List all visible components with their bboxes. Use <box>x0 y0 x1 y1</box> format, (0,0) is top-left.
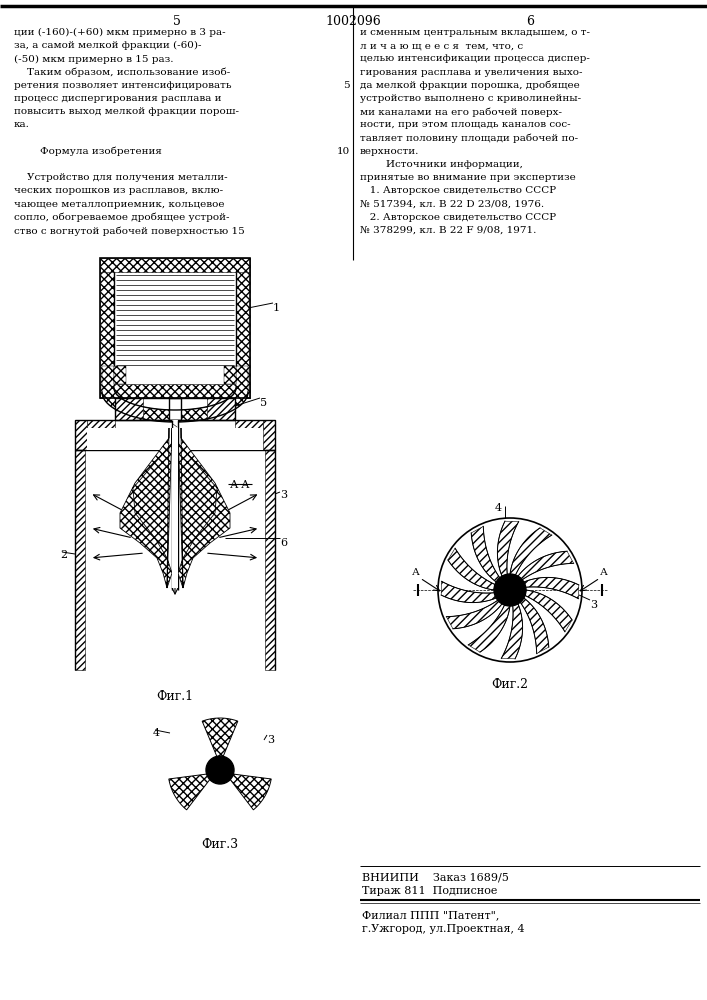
Polygon shape <box>524 577 579 599</box>
Text: 5: 5 <box>260 398 267 408</box>
Polygon shape <box>236 258 250 398</box>
Text: 5: 5 <box>173 15 181 28</box>
Polygon shape <box>468 605 510 652</box>
Text: А: А <box>600 568 608 577</box>
Text: А: А <box>412 568 420 577</box>
Polygon shape <box>172 420 178 590</box>
Text: Фиг.1: Фиг.1 <box>156 690 194 703</box>
Polygon shape <box>520 598 549 654</box>
Text: за, а самой мелкой фракции (-60)-: за, а самой мелкой фракции (-60)- <box>14 41 201 50</box>
Polygon shape <box>169 398 181 420</box>
Polygon shape <box>525 590 572 632</box>
Text: принятые во внимание при экспертизе: принятые во внимание при экспертизе <box>360 173 575 182</box>
Polygon shape <box>102 366 248 422</box>
Text: Фиг.3: Фиг.3 <box>201 838 238 851</box>
Text: (-50) мкм примерно в 15 раз.: (-50) мкм примерно в 15 раз. <box>14 54 173 64</box>
Circle shape <box>504 584 516 596</box>
Polygon shape <box>501 604 522 659</box>
Text: Формула изобретения: Формула изобретения <box>14 147 162 156</box>
Polygon shape <box>471 526 500 582</box>
Polygon shape <box>120 428 172 588</box>
Text: 10: 10 <box>337 147 350 156</box>
Polygon shape <box>172 428 178 588</box>
Text: устройство выполнено с криволинейны-: устройство выполнено с криволинейны- <box>360 94 581 103</box>
Text: повысить выход мелкой фракции порош-: повысить выход мелкой фракции порош- <box>14 107 239 116</box>
Polygon shape <box>202 718 238 758</box>
Polygon shape <box>235 420 263 428</box>
Polygon shape <box>169 774 211 810</box>
Text: л и ч а ю щ е е с я  тем, что, с: л и ч а ю щ е е с я тем, что, с <box>360 41 523 50</box>
Text: № 378299, кл. В 22 F 9/08, 1971.: № 378299, кл. В 22 F 9/08, 1971. <box>360 226 537 235</box>
Text: сопло, обогреваемое дробящее устрой-: сопло, обогреваемое дробящее устрой- <box>14 213 230 222</box>
Text: ка.: ка. <box>14 120 30 129</box>
Text: 1002096: 1002096 <box>325 15 381 28</box>
Text: и сменным центральным вкладышем, о т-: и сменным центральным вкладышем, о т- <box>360 28 590 37</box>
Text: 1. Авторское свидетельство СССР: 1. Авторское свидетельство СССР <box>360 186 556 195</box>
Text: ВНИИПИ    Заказ 1689/5: ВНИИПИ Заказ 1689/5 <box>362 872 509 882</box>
Polygon shape <box>229 774 271 810</box>
Polygon shape <box>518 551 573 580</box>
Text: ции (-160)-(+60) мкм примерно в 3 ра-: ции (-160)-(+60) мкм примерно в 3 ра- <box>14 28 226 37</box>
Text: Источники информации,: Источники информации, <box>360 160 523 169</box>
Text: 4: 4 <box>153 728 160 738</box>
Text: ретения позволяет интенсифицировать: ретения позволяет интенсифицировать <box>14 81 231 90</box>
Text: г.Ужгород, ул.Проектная, 4: г.Ужгород, ул.Проектная, 4 <box>362 924 525 934</box>
Text: целью интенсификации процесса диспер-: целью интенсификации процесса диспер- <box>360 54 590 63</box>
Polygon shape <box>87 428 263 450</box>
Polygon shape <box>510 528 551 575</box>
Text: тавляет половину площади рабочей по-: тавляет половину площади рабочей по- <box>360 134 578 143</box>
Text: гирования расплава и увеличения выхо-: гирования расплава и увеличения выхо- <box>360 68 583 77</box>
Polygon shape <box>446 600 502 629</box>
Polygon shape <box>498 521 519 576</box>
Polygon shape <box>115 398 143 420</box>
Text: 3: 3 <box>280 490 287 500</box>
Text: да мелкой фракции порошка, дробящее: да мелкой фракции порошка, дробящее <box>360 81 580 90</box>
Polygon shape <box>448 548 495 590</box>
Text: Таким образом, использование изоб-: Таким образом, использование изоб- <box>14 68 230 77</box>
Text: А-А: А-А <box>230 480 250 490</box>
Text: ности, при этом площадь каналов сос-: ности, при этом площадь каналов сос- <box>360 120 571 129</box>
Polygon shape <box>441 581 496 603</box>
Polygon shape <box>263 420 275 450</box>
Polygon shape <box>100 258 114 398</box>
Polygon shape <box>207 398 235 420</box>
Circle shape <box>206 756 234 784</box>
Text: чающее металлоприемник, кольцевое: чающее металлоприемник, кольцевое <box>14 200 225 209</box>
Polygon shape <box>224 366 236 384</box>
Text: 3: 3 <box>590 600 597 610</box>
Polygon shape <box>178 428 230 588</box>
Text: Устройство для получения металли-: Устройство для получения металли- <box>14 173 228 182</box>
Polygon shape <box>114 366 126 384</box>
Polygon shape <box>75 450 85 670</box>
Text: 4: 4 <box>495 503 502 513</box>
Circle shape <box>507 587 513 593</box>
Text: процесс диспергирования расплава и: процесс диспергирования расплава и <box>14 94 221 103</box>
Text: № 517394, кл. В 22 D 23/08, 1976.: № 517394, кл. В 22 D 23/08, 1976. <box>360 200 544 209</box>
Text: ческих порошков из расплавов, вклю-: ческих порошков из расплавов, вклю- <box>14 186 223 195</box>
Text: 3: 3 <box>267 735 274 745</box>
Text: Филиал ППП "Патент",: Филиал ППП "Патент", <box>362 910 499 920</box>
Polygon shape <box>100 384 250 398</box>
Text: 6: 6 <box>280 538 287 548</box>
Text: ство с вогнутой рабочей поверхностью 15: ство с вогнутой рабочей поверхностью 15 <box>14 226 245 235</box>
Polygon shape <box>100 258 250 272</box>
Text: 2. Авторское свидетельство СССР: 2. Авторское свидетельство СССР <box>360 213 556 222</box>
Circle shape <box>216 766 224 774</box>
Polygon shape <box>87 420 115 428</box>
Circle shape <box>494 574 526 606</box>
Text: 2: 2 <box>60 550 67 560</box>
Polygon shape <box>75 420 87 450</box>
Text: верхности.: верхности. <box>360 147 419 156</box>
Text: 5: 5 <box>344 81 350 90</box>
Text: Фиг.2: Фиг.2 <box>491 678 529 691</box>
Text: 1: 1 <box>273 303 280 313</box>
Text: ми каналами на его рабочей поверх-: ми каналами на его рабочей поверх- <box>360 107 562 117</box>
Polygon shape <box>265 450 275 670</box>
Text: Тираж 811  Подписное: Тираж 811 Подписное <box>362 886 498 896</box>
Text: 6: 6 <box>526 15 534 28</box>
